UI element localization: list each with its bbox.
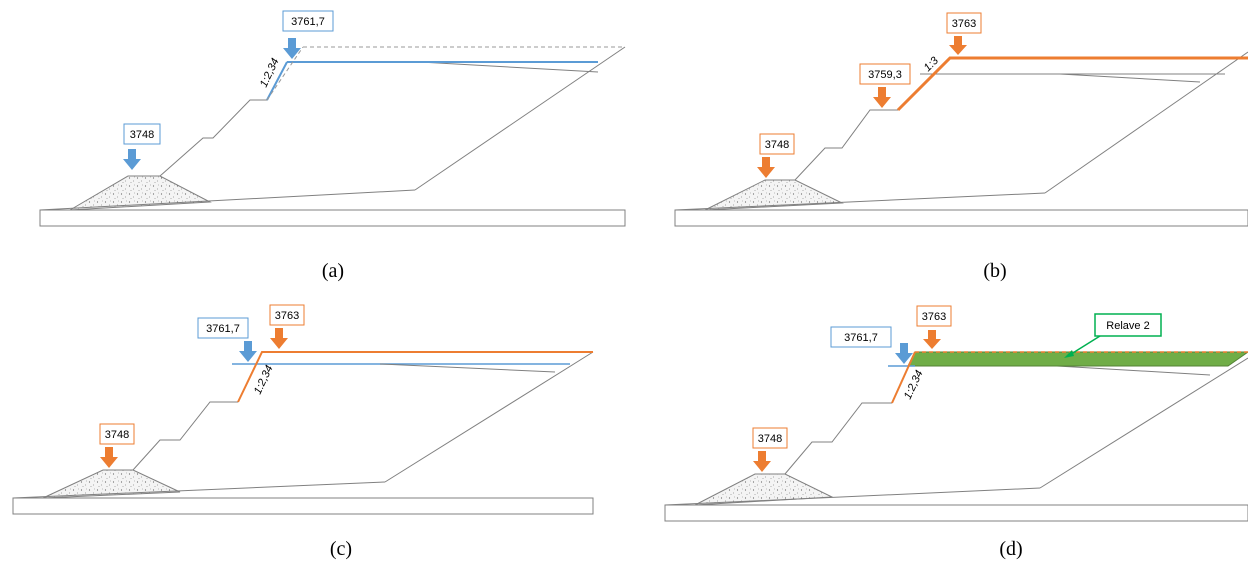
crest-arrow-icon [283,38,301,59]
dam-outline [784,402,892,475]
prev-elevation-label: 3761,7 [844,332,878,344]
prev-arrow-icon [239,341,257,362]
toe-elevation-box [752,427,788,449]
foundation-base [39,209,626,227]
crest-arrow-icon [270,328,288,349]
raised-crest-line [896,56,1248,112]
ground-line [12,481,386,499]
foundation-base [12,497,594,515]
beach-line [1039,364,1211,376]
panel-a: 3748 3761,7 1:2,34 [39,10,626,227]
toe-arrow-icon [757,157,775,178]
slope-ratio-label: 1:2,34 [252,363,276,396]
toe-elevation-box [759,133,795,155]
beach-line [379,363,556,373]
beach-line [1059,73,1201,83]
toe-arrow-icon [753,451,771,472]
crest-arrow-icon [949,36,967,55]
relave-2-box [1094,313,1162,337]
caption-a: (a) [321,260,345,282]
caption-d: (d) [999,538,1023,560]
slope-line [266,61,288,101]
beach-line [419,61,599,73]
raised-crest-line [237,351,593,403]
relave-2-label: Relave 2 [1106,320,1149,332]
crest-elevation-label: 3761,7 [291,16,325,28]
relave-2-arrowhead-icon [1064,350,1074,358]
toe-arrow-icon [123,149,141,170]
caption-b: (b) [983,260,1007,282]
panel-c: 3748 3761,7 3763 1:2,34 [12,304,594,515]
valley-slope [384,351,594,483]
dam-outline [794,109,898,181]
foundation-base [664,504,1248,522]
toe-elevation-label: 3748 [765,139,789,151]
crest-elevation-box [269,304,305,326]
toe-elevation-box [99,423,135,445]
dam-outline [132,401,238,471]
caption-c: (c) [329,538,353,560]
raised-slope-line [891,351,916,404]
foundation-base [674,209,1248,227]
mid-arrow-icon [873,87,891,108]
toe-arrow-icon [100,447,118,468]
crest-elevation-box [946,12,982,34]
crest-elevation-box [282,10,334,32]
prev-elevation-label: 3761,7 [206,323,240,335]
valley-slope [414,46,626,191]
crest-elevation-label: 3763 [922,311,946,323]
toe-elevation-label: 3748 [758,433,782,445]
mid-elevation-label: 3759,3 [868,69,902,81]
toe-elevation-label: 3748 [130,129,154,141]
toe-elevation-box [123,123,161,145]
panel-b: 3748 3759,3 3763 1:3 [674,12,1248,227]
ground-line [664,487,1041,506]
relave-2-fill [907,351,1248,367]
relave-2-pointer [1067,335,1101,357]
crest-elevation-box [916,305,952,327]
mid-elevation-box [859,63,911,85]
valley-slope [1039,357,1248,489]
panel-d: 3748 3761,7 3763 Relave 2 1:2,34 [664,305,1248,522]
crest-arrow-icon [923,330,941,349]
toe-elevation-label: 3748 [105,429,129,441]
valley-slope [1044,51,1248,194]
ground-line [674,192,1046,211]
prev-elevation-box [830,326,892,348]
crest-elevation-label: 3763 [952,18,976,30]
crest-elevation-label: 3763 [275,310,299,322]
ground-line [39,189,416,211]
prev-arrow-icon [895,343,913,364]
prev-elevation-box [197,317,249,339]
slope-ratio-label: 1:2,34 [258,56,282,89]
projection-slope [266,46,304,101]
